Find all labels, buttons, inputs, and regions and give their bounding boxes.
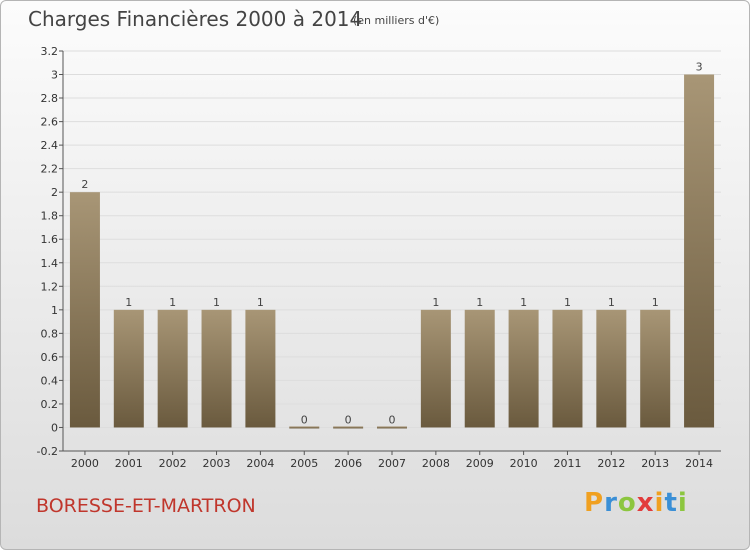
bar-2009	[464, 309, 495, 428]
bar-2012	[596, 309, 627, 428]
bar-2006	[333, 426, 364, 429]
x-tick-label: 2005	[290, 457, 318, 470]
x-tick-label: 2007	[378, 457, 406, 470]
bar-2005	[289, 426, 320, 429]
x-tick-labels: 2000 2001 2002 2003 2004 2005 2006 2007 2008 2009…	[71, 451, 713, 470]
bar-2000	[69, 192, 100, 428]
x-tick-label: 2004	[246, 457, 274, 470]
bar-2013	[640, 309, 671, 428]
y-tick-label: 2.6	[41, 116, 59, 129]
x-tick-label: 2003	[203, 457, 231, 470]
data-label-2014: 3	[696, 61, 703, 74]
y-tick-label: 2	[51, 186, 58, 199]
x-tick-label: 2012	[597, 457, 625, 470]
data-label-2013: 1	[652, 296, 659, 309]
y-tick-label: 0.6	[41, 351, 59, 364]
data-label-2002: 1	[169, 296, 176, 309]
logo-letter: t	[664, 488, 678, 518]
y-tick-label: 3	[51, 69, 58, 82]
data-label-2011: 1	[564, 296, 571, 309]
data-label-2006: 0	[345, 413, 352, 426]
data-label-2001: 1	[125, 296, 132, 309]
y-tick-label: 1.8	[41, 210, 59, 223]
bar-2008	[420, 309, 451, 428]
x-tick-label: 2011	[553, 457, 581, 470]
y-tick-labels: -0.2 0 0.2 0.4 0.6 0.8 1 1.2 1.4 1.6 1.8 2 2.2 2.4 2.6…	[37, 45, 58, 458]
logo-letter: o	[617, 488, 637, 518]
x-tick-label: 2002	[159, 457, 187, 470]
y-tick-label: 1	[51, 304, 58, 317]
bar-2001	[113, 309, 144, 428]
data-label-2005: 0	[301, 413, 308, 426]
data-label-2004: 1	[257, 296, 264, 309]
x-tick-label: 2001	[115, 457, 143, 470]
commune-name: BORESSE-ET-MARTRON	[36, 495, 256, 517]
bar-2002	[157, 309, 188, 428]
bar-2014	[684, 74, 715, 428]
chart-title: Charges Financières 2000 à 2014	[28, 7, 363, 31]
x-tick-label: 2008	[422, 457, 450, 470]
y-tick-label: -0.2	[37, 445, 58, 458]
proxiti-logo: Proxiti	[584, 488, 688, 518]
y-tick-label: 0	[51, 421, 58, 434]
y-tick-label: 1.6	[41, 233, 59, 246]
y-tick-label: 0.4	[41, 374, 59, 387]
bar-2010	[508, 309, 539, 428]
logo-letter: x	[636, 488, 655, 518]
logo-letter: i	[654, 488, 665, 518]
y-tick-label: 3.2	[41, 45, 59, 58]
logo-letter: i	[677, 488, 688, 518]
y-tick-label: 2.4	[41, 139, 59, 152]
y-tick-label: 2.2	[41, 163, 59, 176]
data-label-2009: 1	[476, 296, 483, 309]
x-tick-label: 2014	[685, 457, 713, 470]
data-label-2000: 2	[81, 178, 88, 191]
y-tick-label: 0.2	[41, 398, 59, 411]
bar-2007	[377, 426, 407, 429]
bar-2011	[552, 309, 583, 428]
data-label-2008: 1	[432, 296, 439, 309]
data-label-2007: 0	[389, 413, 396, 426]
data-labels: 2 1 1 1 1 0 0 0 1 1 1 1 1 1 3	[81, 61, 702, 427]
x-tick-label: 2013	[641, 457, 669, 470]
y-tick-label: 1.4	[41, 257, 59, 270]
logo-letter: r	[604, 488, 618, 518]
bars	[69, 74, 715, 429]
data-label-2010: 1	[520, 296, 527, 309]
y-tick-label: 1.2	[41, 280, 59, 293]
chart-subtitle: (en milliers d'€)	[353, 14, 440, 27]
y-tick-label: 2.8	[41, 92, 59, 105]
x-tick-label: 2006	[334, 457, 362, 470]
x-tick-label: 2000	[71, 457, 99, 470]
x-tick-label: 2010	[510, 457, 538, 470]
logo-letter: P	[584, 488, 605, 518]
data-label-2003: 1	[213, 296, 220, 309]
x-tick-label: 2009	[466, 457, 494, 470]
data-label-2012: 1	[608, 296, 615, 309]
y-tick-label: 0.8	[41, 327, 59, 340]
bar-2004	[245, 309, 276, 428]
bar-2003	[201, 309, 232, 428]
